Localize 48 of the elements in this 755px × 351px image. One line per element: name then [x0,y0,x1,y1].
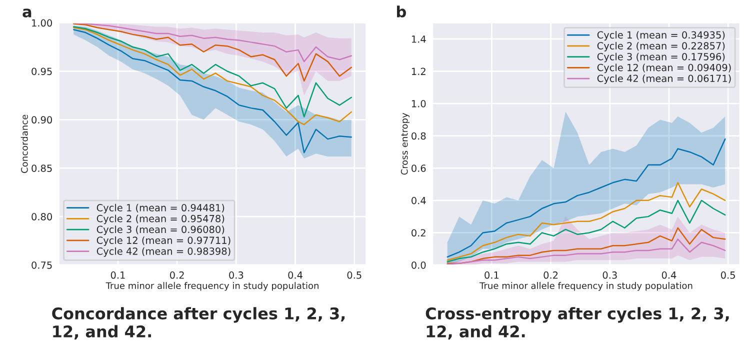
y-tick-label: 1.00 [32,19,52,27]
y-axis-title: Concordance [20,114,28,173]
line-series [446,200,726,262]
legend-label: Cycle 42 (mean = 0.06171) [597,74,731,84]
text: b [397,6,406,18]
x-axis-title: True minor allele frequency in study population [106,282,318,291]
x-tick-label: 0.4 [288,271,302,279]
y-tick-label: 0.75 [32,261,52,269]
legend-label: Cycle 1 (mean = 0.94481) [96,204,224,214]
y-tick-label: 0.95 [32,68,52,76]
y-tick-label: 0.6 [412,164,426,172]
y-tick-label: 0.0 [412,261,426,269]
y-tick-label: 1.0 [412,100,426,108]
legend-label: Cycle 12 (mean = 0.97711) [96,236,230,246]
legend-label: Cycle 3 (mean = 0.17596) [597,52,725,62]
line-series [446,238,726,265]
line-series [446,138,726,258]
legend-label: Cycle 42 (mean = 0.98398) [96,247,230,257]
y-tick-label: 0.85 [32,164,52,172]
text: a [22,8,32,18]
legend-label: Cycle 1 (mean = 0.34935) [597,31,725,40]
x-axis-title: True minor allele frequency in study population [480,282,692,291]
y-axis-title: Cross entropy [400,112,410,175]
legend-label: Cycle 2 (mean = 0.95478) [96,214,224,224]
y-tick-label: 1.2 [412,68,426,75]
text: Concordance after cycles 1, 2, 3, 12, and 42. [52,307,345,340]
y-tick-label: 1.4 [412,36,426,43]
line-series [446,182,726,261]
x-tick-label: 0.1 [484,271,499,279]
x-tick-label: 0.3 [602,271,617,279]
x-tick-label: 0.5 [347,271,362,279]
x-tick-label: 0.2 [544,271,558,279]
x-tick-label: 0.4 [662,271,676,279]
x-tick-label: 0.3 [229,271,244,279]
x-tick-label: 0.1 [110,271,125,279]
line-series [73,23,352,82]
y-tick-label: 0.4 [412,196,426,204]
x-tick-label: 0.5 [720,271,735,279]
text: Cross-entropy after cycles 1, 2, 3, 12, and 42. [426,307,729,340]
y-tick-label: 0.2 [412,229,426,237]
legend-label: Cycle 12 (mean = 0.09409) [597,64,731,74]
line-series [446,227,726,264]
legend-label: Cycle 3 (mean = 0.96080) [96,226,224,236]
y-tick-label: 0.8 [412,132,426,140]
legend-label: Cycle 2 (mean = 0.22857) [597,42,725,52]
y-tick-label: 0.90 [32,116,52,124]
y-tick-label: 0.80 [32,213,52,220]
x-tick-label: 0.2 [170,271,184,279]
